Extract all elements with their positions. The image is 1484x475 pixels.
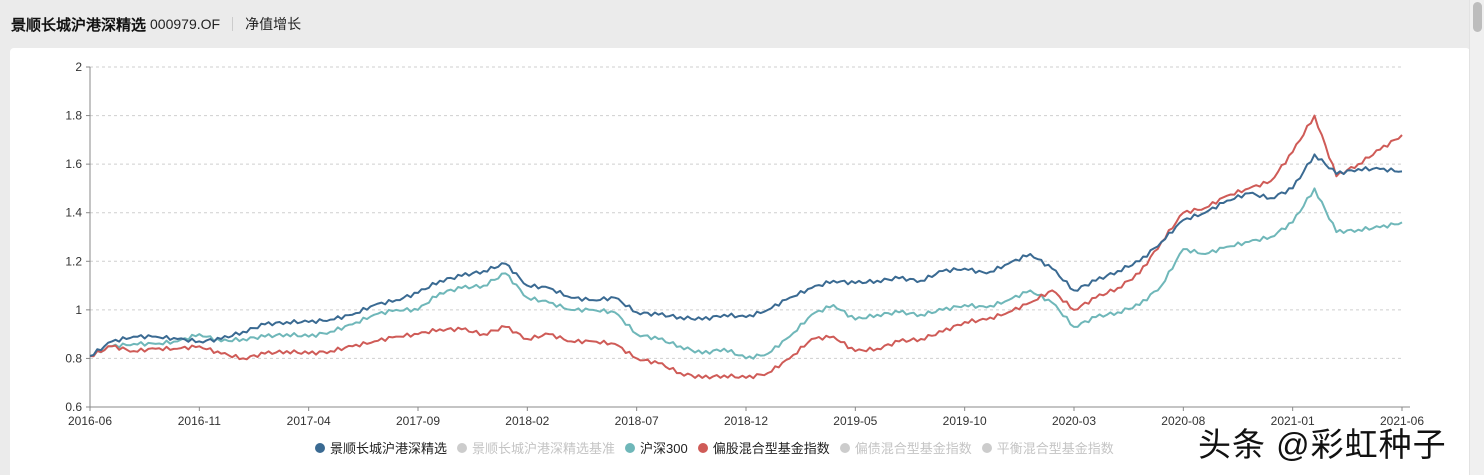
legend-item[interactable]: 景顺长城沪港深精选	[315, 438, 447, 457]
chart-series	[89, 114, 1403, 380]
legend-item[interactable]: 偏债混合型基金指数	[839, 438, 972, 457]
legend-item[interactable]: 偏股混合型基金指数	[697, 438, 830, 457]
tab-nav-growth[interactable]: 净值增长	[245, 16, 302, 32]
legend-label: 沪深300	[640, 441, 688, 456]
x-tick-label: 2020-08	[1161, 414, 1205, 428]
x-tick-label: 2017-09	[396, 414, 440, 428]
legend-label: 景顺长城沪港深精选	[330, 441, 448, 456]
y-axis: 0.6 0.8 1 1.2 1.4 1.6 1.8 2	[65, 60, 91, 414]
x-tick-label: 2021-01	[1271, 414, 1315, 428]
chart-grid	[90, 66, 1402, 359]
x-tick-label: 2017-04	[287, 414, 331, 428]
legend-item[interactable]: 平衡混合型基金指数	[981, 438, 1114, 457]
x-tick-label: 2020-03	[1052, 414, 1096, 428]
legend-dot-icon	[625, 442, 636, 453]
legend-label: 偏债混合型基金指数	[854, 441, 972, 456]
legend-dot-icon	[315, 442, 325, 453]
series-line	[89, 153, 1403, 357]
y-tick-label: 1.4	[65, 206, 82, 220]
y-tick-label: 2	[75, 60, 82, 74]
x-tick-label: 2018-12	[724, 414, 768, 428]
y-tick-label: 0.8	[65, 351, 82, 365]
y-tick-label: 1	[75, 303, 82, 317]
watermark: 头条 @彩虹种子	[1198, 426, 1447, 463]
vertical-scrollbar[interactable]	[1469, 0, 1484, 475]
legend-dot-icon	[697, 442, 708, 453]
legend-label: 偏股混合型基金指数	[712, 441, 830, 456]
fund-code: 000979.OF	[150, 16, 221, 32]
y-tick-label: 0.6	[65, 400, 82, 414]
x-tick-label: 2016-11	[178, 414, 221, 428]
y-tick-label: 1.8	[65, 109, 82, 123]
y-tick-label: 1.6	[65, 157, 82, 171]
legend-dot-icon	[981, 442, 992, 453]
x-axis: 2016-06 2016-11 2017-04 2017-09 2018-02 2018-…	[68, 406, 1424, 428]
legend-dot-icon	[839, 442, 850, 453]
fund-name: 景顺长城沪港深精选	[11, 16, 147, 34]
x-tick-label: 2021-06	[1380, 414, 1424, 428]
x-tick-label: 2018-07	[615, 414, 659, 428]
x-tick-label: 2019-10	[943, 414, 987, 428]
series-line	[89, 114, 1403, 380]
legend-dot-icon	[457, 442, 468, 453]
legend-item[interactable]: 景顺长城沪港深精选基准	[457, 438, 615, 457]
chart-legend: 景顺长城沪港深精选 景顺长城沪港深精选基准 沪深300 偏股混合型基金指数 偏债混合型基…	[315, 438, 1124, 457]
legend-item[interactable]: 沪深300	[625, 438, 688, 457]
header-bar: 景顺长城沪港深精选 000979.OF 净值增长	[0, 0, 1470, 48]
legend-label: 景顺长城沪港深精选基准	[472, 441, 616, 456]
legend-label: 平衡混合型基金指数	[996, 441, 1114, 456]
y-tick-label: 1.2	[65, 254, 82, 268]
header-divider	[232, 17, 234, 31]
x-tick-label: 2018-02	[505, 414, 549, 428]
x-tick-label: 2016-06	[68, 414, 112, 428]
series-line	[90, 187, 1403, 360]
scrollbar-thumb[interactable]	[1473, 2, 1482, 32]
x-tick-label: 2019-05	[833, 414, 877, 428]
